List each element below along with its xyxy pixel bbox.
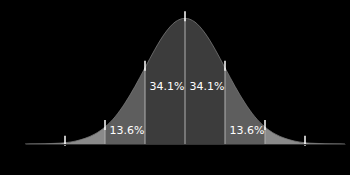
- data-label: 34.1%: [150, 80, 185, 93]
- boundary-marker: [184, 11, 186, 21]
- data-label: 34.1%: [190, 80, 225, 93]
- plot-area: [25, 18, 345, 144]
- band: [25, 18, 65, 144]
- data-label: 13.6%: [230, 124, 265, 137]
- boundary-line: [185, 18, 186, 144]
- boundary-marker: [144, 61, 146, 71]
- x-axis: [26, 144, 346, 146]
- band: [105, 18, 145, 144]
- boundary-marker: [224, 61, 226, 71]
- band: [145, 18, 185, 144]
- axis-line: [26, 144, 346, 145]
- data-label: 13.6%: [110, 124, 145, 137]
- boundary-marker: [104, 120, 106, 130]
- band: [305, 18, 345, 144]
- curve: [25, 18, 345, 144]
- band: [185, 18, 225, 144]
- band: [265, 18, 305, 144]
- band: [65, 18, 105, 144]
- band: [225, 18, 265, 144]
- boundary-line: [225, 68, 226, 144]
- chart: 13.6% 34.1% 34.1% 13.6%: [0, 0, 350, 175]
- boundary-line: [145, 68, 146, 144]
